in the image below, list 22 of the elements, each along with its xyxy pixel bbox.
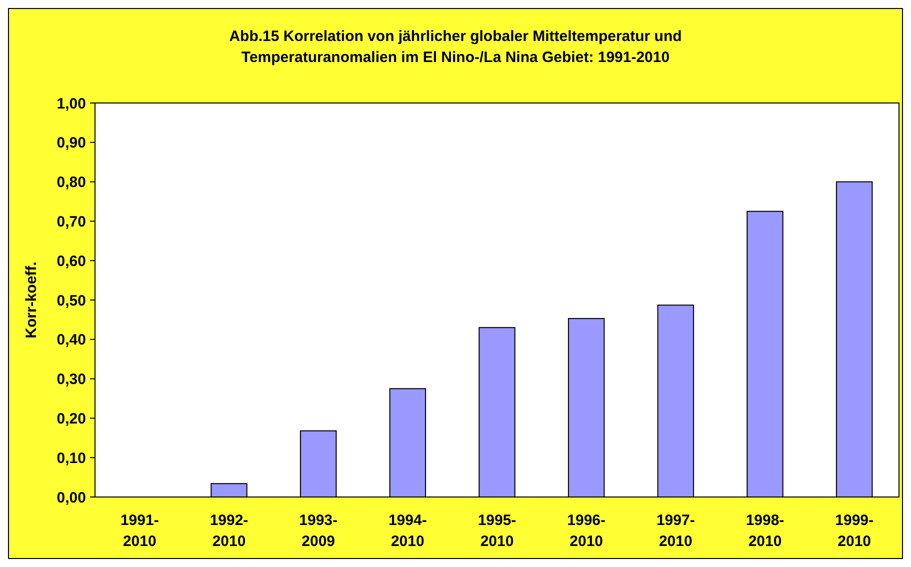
- x-tick-label: 1999-2010: [835, 512, 874, 550]
- x-tick-label: 1998-2010: [746, 512, 784, 550]
- x-tick-label: 1994-2010: [388, 512, 427, 550]
- y-tick-label: 0,10: [56, 450, 86, 467]
- chart-title: Abb.15 Korrelation von jährlicher globaler Mitteltemperatur und Temperaturanomalien im El Nino-/La Nina Gebiet: 1991-2010: [229, 28, 682, 66]
- y-tick-label: 0,00: [56, 489, 86, 506]
- y-tick-label: 0,80: [56, 174, 86, 192]
- y-tick-label: 0,90: [56, 134, 86, 152]
- x-tick-label: 1995-2010: [478, 512, 516, 550]
- x-tick-label: 1991-2010: [120, 512, 159, 550]
- y-tick-label: 0,20: [56, 410, 86, 428]
- y-axis-title: Korr-koeff.: [23, 262, 40, 338]
- x-tick-label: 1993-2009: [299, 512, 338, 550]
- y-tick-label: 0,60: [56, 252, 86, 270]
- y-tick-label: 0,40: [56, 332, 86, 349]
- x-tick-label: 1996-2010: [567, 512, 606, 550]
- y-tick-label: 0,50: [56, 292, 86, 310]
- x-tick-label: 1997-2010: [656, 512, 695, 550]
- y-tick-label: 0,70: [56, 213, 86, 230]
- y-tick-label: 1,00: [56, 95, 86, 112]
- y-tick-label: 0,30: [56, 371, 86, 388]
- x-tick-label: 1992-2010: [210, 512, 248, 550]
